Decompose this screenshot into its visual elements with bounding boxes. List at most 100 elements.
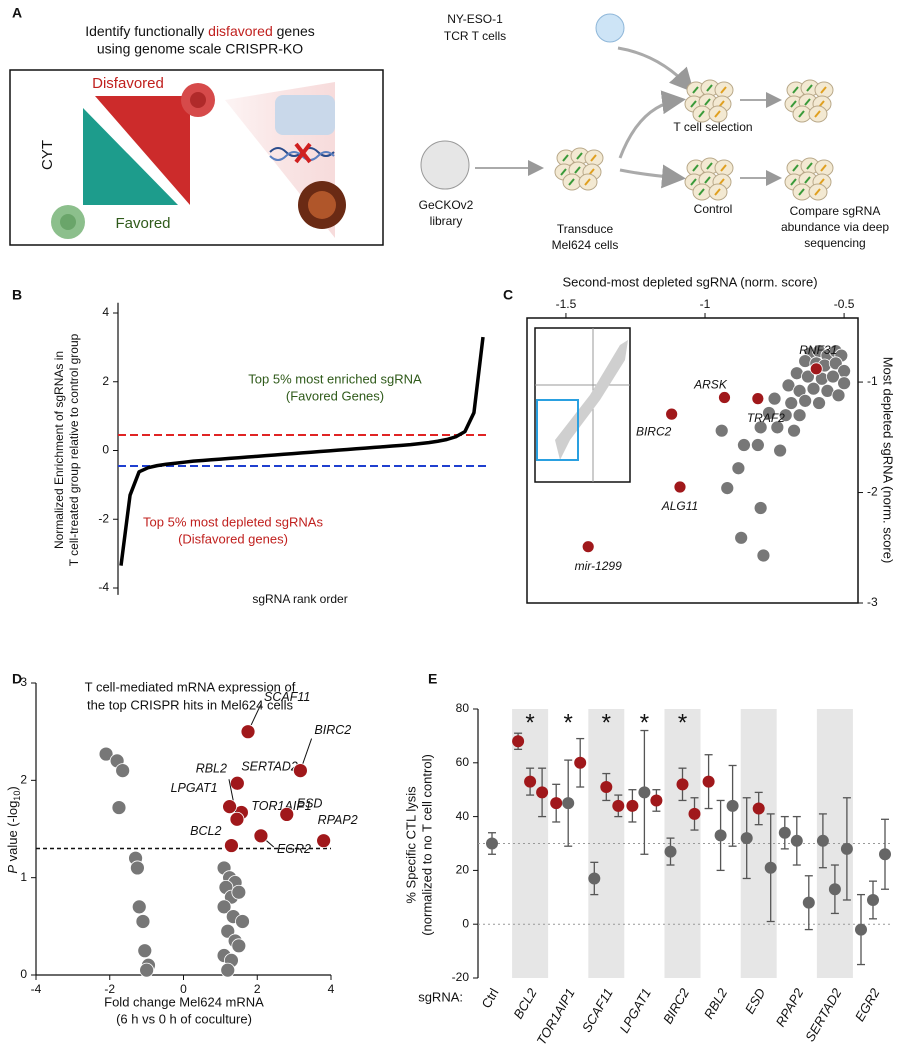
point xyxy=(798,393,813,408)
y-tick-label: 80 xyxy=(456,701,470,715)
sgrna-icon xyxy=(690,178,697,186)
chart-title: T cell-mediated mRNA expression of xyxy=(85,679,296,694)
sgrna-icon xyxy=(804,176,811,184)
point xyxy=(111,800,127,815)
point xyxy=(826,369,840,384)
sgrna-icon xyxy=(714,188,721,196)
y-axis-label: Most depleted sgRNA (norm. score) xyxy=(881,357,896,564)
y-tick-label: 2 xyxy=(102,374,109,388)
x-tick-label: BCL2 xyxy=(510,985,540,1021)
point xyxy=(220,962,236,978)
arrow xyxy=(617,46,695,93)
point xyxy=(702,775,715,788)
sgrna-icon xyxy=(792,164,799,172)
point-label: SERTAD2 xyxy=(241,760,298,774)
point xyxy=(879,848,891,861)
x-tick-label: -2 xyxy=(104,982,115,996)
panel-label: B xyxy=(12,287,22,303)
point xyxy=(574,756,587,769)
diagram-title: Identify functionally disfavored genes xyxy=(85,23,315,39)
y-tick-label: 20 xyxy=(456,863,470,877)
point xyxy=(229,775,245,791)
point xyxy=(753,501,768,515)
x-tick-label: TOR1AIP1 xyxy=(533,986,577,1048)
point xyxy=(781,378,796,393)
sgrna-icon xyxy=(574,166,581,174)
x-tick-label: 4 xyxy=(328,982,335,996)
sgrna-icon xyxy=(706,162,713,170)
point-label: BIRC2 xyxy=(314,723,351,737)
point xyxy=(828,883,841,896)
favored-cell-icon xyxy=(60,214,76,230)
point-label: SCAF11 xyxy=(264,690,310,704)
point-label: ALG11 xyxy=(661,499,698,513)
point-label: mir-1299 xyxy=(575,559,622,573)
favored-label: Favored xyxy=(115,215,170,232)
sgrna-icon xyxy=(576,152,583,160)
y-tick-label: -4 xyxy=(98,580,109,594)
point xyxy=(135,914,151,929)
point xyxy=(231,938,247,954)
point xyxy=(224,838,239,853)
y-tick-label: -3 xyxy=(867,595,878,609)
point xyxy=(550,797,563,810)
point-label: BCL2 xyxy=(190,824,221,838)
sgrna-icon xyxy=(790,100,797,108)
transduce-label: Mel624 cells xyxy=(552,238,619,252)
point-label: RNF31 xyxy=(799,343,837,357)
point xyxy=(676,778,689,791)
sgrna-icon xyxy=(698,110,705,118)
sgrna-icon xyxy=(792,86,799,94)
sgrna-icon xyxy=(584,178,591,186)
point xyxy=(524,775,537,788)
point xyxy=(626,799,639,812)
tumor-cell-icon xyxy=(190,92,206,108)
point xyxy=(253,828,269,844)
sgrna-curve xyxy=(119,336,485,566)
point-label: TOR1AIP1 xyxy=(251,799,311,813)
point xyxy=(562,797,575,810)
sgrna-icon xyxy=(720,164,727,172)
library-icon xyxy=(420,140,470,190)
y-tick-label: 4 xyxy=(102,305,109,319)
point xyxy=(486,837,498,850)
point-label: RBL2 xyxy=(196,762,227,776)
sgrna-icon xyxy=(720,86,727,94)
diagram-subtitle: using genome scale CRISPR-KO xyxy=(97,41,303,57)
cas9-icon xyxy=(275,95,335,135)
y-axis-label: T cell-treated group relative to control… xyxy=(67,333,81,566)
annotation: (Favored Genes) xyxy=(286,388,384,403)
point xyxy=(812,396,826,410)
point xyxy=(718,391,731,404)
point xyxy=(316,833,332,849)
point xyxy=(737,438,751,452)
point xyxy=(752,802,765,815)
point xyxy=(806,381,821,396)
significance-mark: * xyxy=(525,709,534,736)
point xyxy=(714,423,729,438)
point xyxy=(731,461,746,476)
point xyxy=(600,781,613,794)
cyt-label: CYT xyxy=(39,140,56,170)
chart-title: the top CRISPR hits in Mel624 cells xyxy=(87,697,293,712)
y-tick-label: 2 xyxy=(20,773,27,787)
sgrna-icon xyxy=(820,164,827,172)
sgrna-icon xyxy=(704,176,711,184)
point xyxy=(638,786,651,799)
annotation: Top 5% most depleted sgRNAs xyxy=(143,514,323,529)
x-tick-label: RBL2 xyxy=(701,985,731,1021)
point xyxy=(802,896,815,909)
point xyxy=(734,530,749,545)
y-label-part: ) xyxy=(5,786,20,790)
library-label: library xyxy=(430,214,463,228)
point xyxy=(784,396,799,410)
point-label: LPGAT1 xyxy=(171,781,218,795)
significance-mark: * xyxy=(564,709,573,736)
point xyxy=(115,763,131,778)
point xyxy=(130,860,145,876)
sgrna-icon xyxy=(798,110,805,118)
x-tick-label: BIRC2 xyxy=(660,985,693,1026)
y-tick-label: -2 xyxy=(867,485,878,499)
point xyxy=(720,481,735,496)
point xyxy=(650,794,663,807)
